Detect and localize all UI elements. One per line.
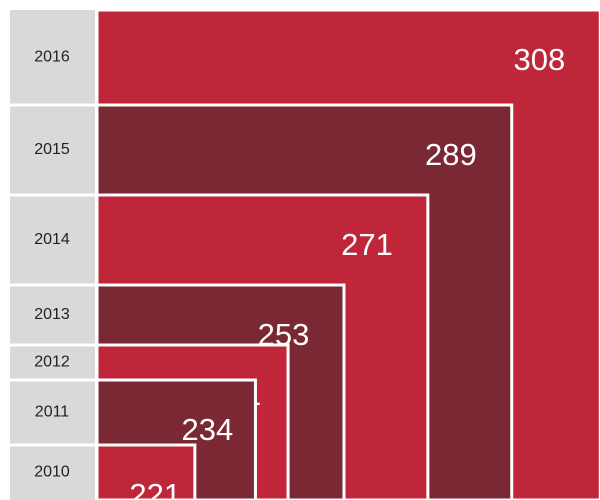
year-label: 2015 — [34, 141, 70, 158]
year-column — [10, 10, 95, 500]
value-label: 221 — [129, 477, 181, 500]
value-label: 234 — [182, 412, 234, 447]
year-label: 2010 — [34, 464, 70, 481]
year-label: 2014 — [34, 231, 70, 248]
year-label: 2011 — [35, 404, 70, 421]
nested-bar — [95, 443, 197, 500]
value-label: 308 — [514, 42, 566, 77]
value-label: 271 — [341, 227, 393, 262]
year-label: 2012 — [34, 354, 70, 371]
value-label: 289 — [425, 137, 477, 172]
year-label: 2016 — [34, 49, 70, 66]
year-label: 2013 — [34, 306, 70, 323]
